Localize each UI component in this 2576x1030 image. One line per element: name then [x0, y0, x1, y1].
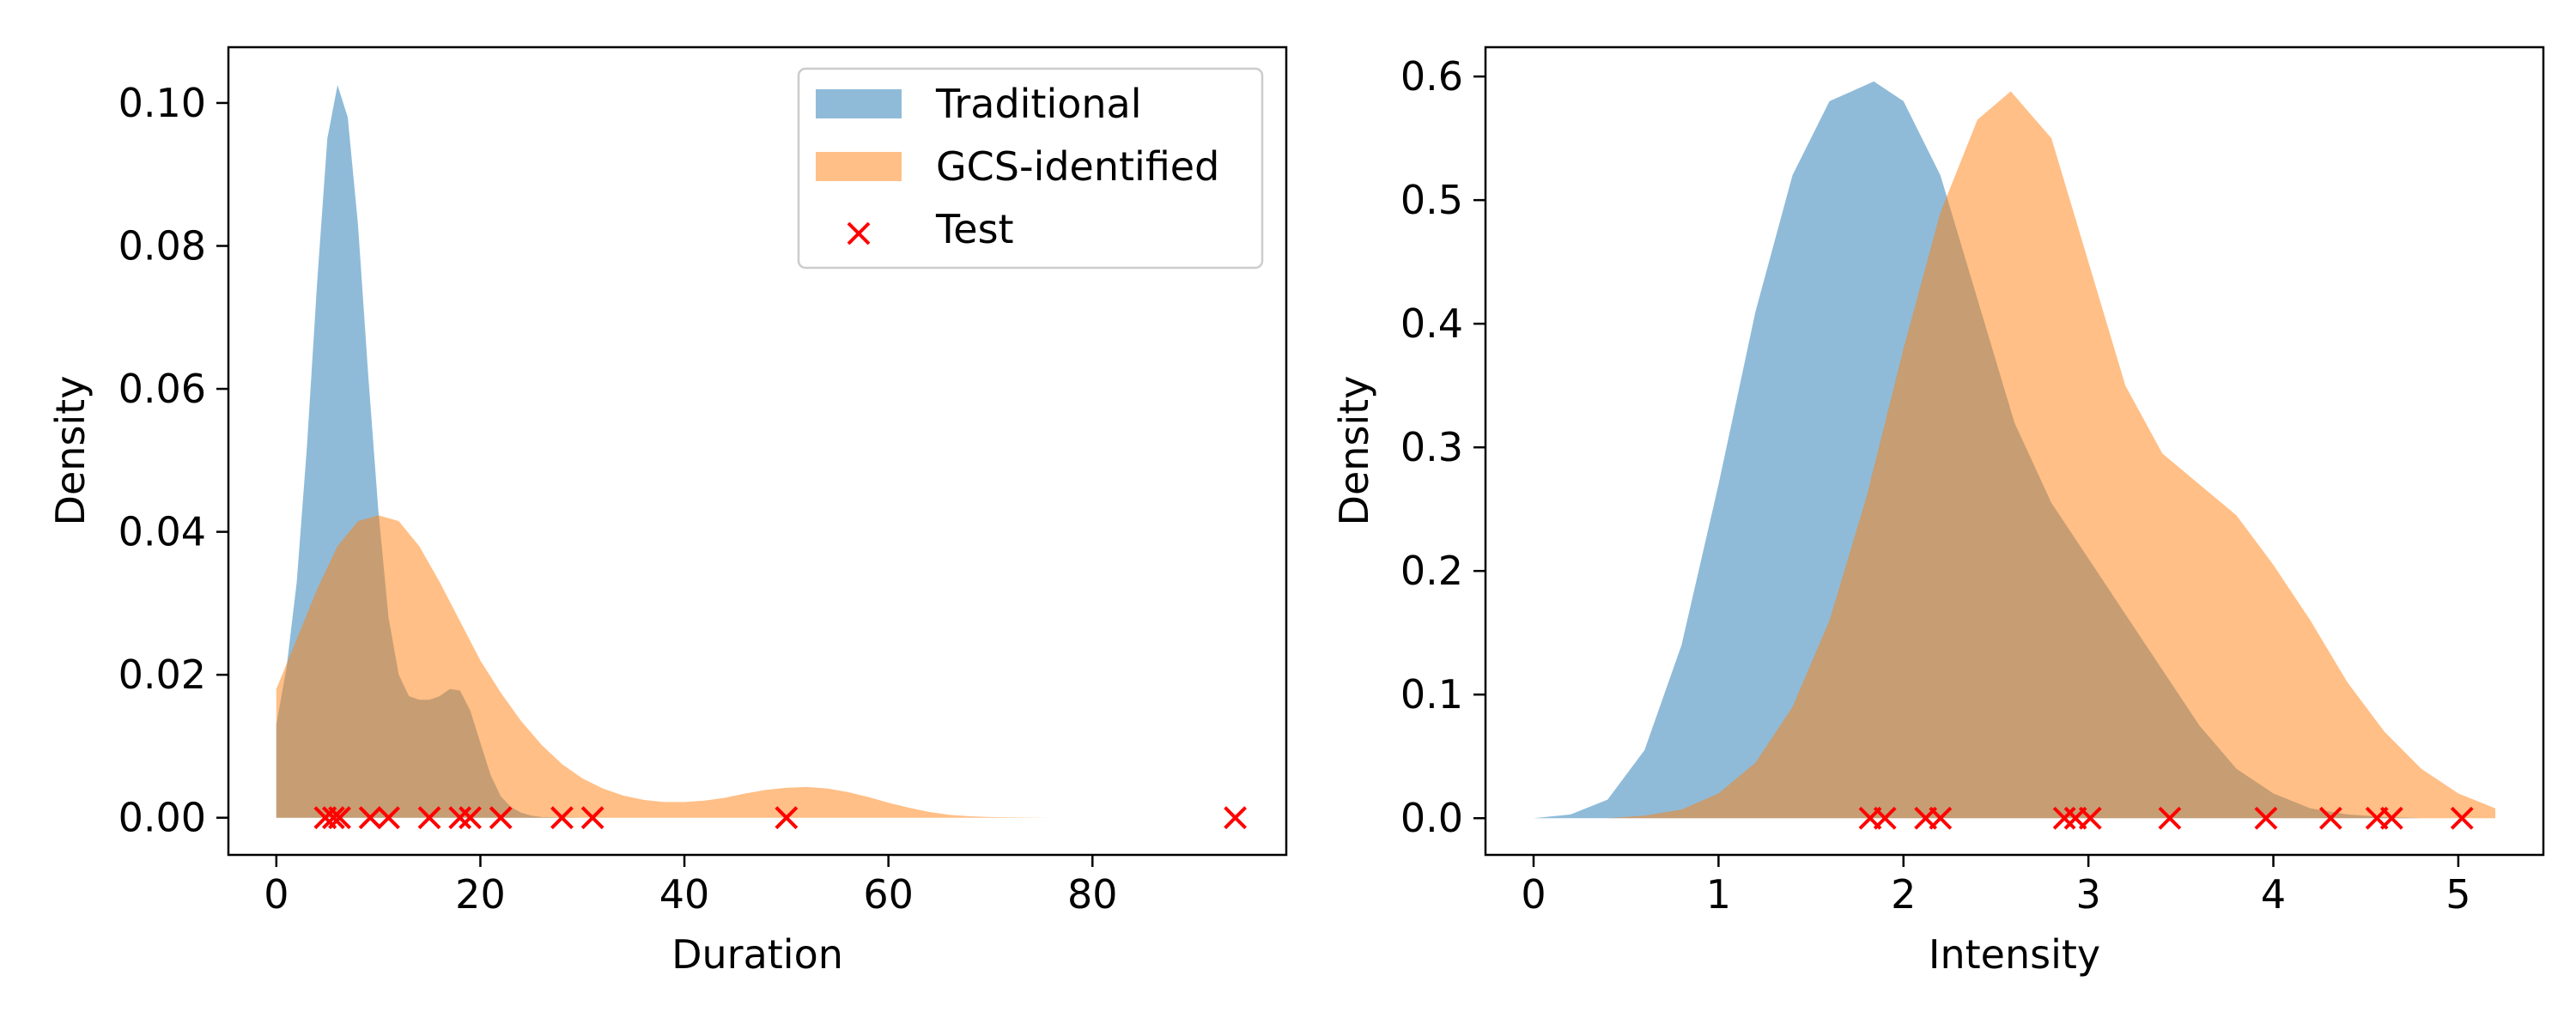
test-marker: [459, 806, 482, 830]
y-tick-label: 0.10: [118, 80, 206, 126]
test-marker: [448, 806, 472, 830]
x-tick-label: 0: [264, 871, 289, 918]
x-axis-label: Duration: [671, 931, 843, 978]
x-tick-label: 2: [1891, 871, 1916, 918]
density-area-gcs-identified: [276, 515, 1093, 818]
y-tick-label: 0.08: [118, 223, 206, 270]
test-marker: [2158, 806, 2182, 830]
test-marker: [328, 806, 351, 830]
x-tick-label: 1: [1706, 871, 1731, 918]
y-axis-ticks: 0.00 0.02 0.04 0.06 0.08 0.10: [118, 80, 228, 841]
test-marker: [2078, 806, 2102, 830]
test-marker: [580, 806, 605, 830]
x-tick-label: 60: [863, 871, 914, 918]
legend-label-traditional: Traditional: [935, 81, 1142, 127]
legend: Traditional GCS-identified Test: [797, 67, 1264, 270]
y-tick-label: 0.1: [1400, 671, 1463, 718]
y-tick-label: 0.6: [1400, 53, 1463, 100]
legend-frame: [797, 67, 1264, 270]
test-marker: [321, 806, 345, 830]
density-areas: [1534, 81, 2495, 819]
x-tick-label: 0: [1521, 871, 1546, 918]
y-tick-label: 0.5: [1400, 177, 1463, 223]
intensity-density-panel: 0 1 2 3 4 5 0.0 0.1 0.2 0.3 0.4 0.5 0.6 Intensity D…: [1331, 45, 2545, 978]
y-tick-label: 0.04: [118, 509, 206, 555]
x-tick-label: 80: [1067, 871, 1118, 918]
y-tick-label: 0.2: [1400, 548, 1463, 594]
test-marker: [1224, 806, 1248, 830]
duration-density-panel: 0 20 40 60 80 0.00 0.02 0.04 0.06 0.08 0.10 Durat…: [47, 45, 1288, 978]
y-axis-ticks: 0.0 0.1 0.2 0.3 0.4 0.5 0.6: [1400, 53, 1485, 841]
y-tick-label: 0.00: [118, 795, 206, 841]
test-marker: [2052, 806, 2076, 830]
x-tick-label: 5: [2445, 871, 2470, 918]
legend-marker-test: [847, 221, 871, 245]
plot-area-frame: [1484, 45, 2545, 857]
test-marker: [775, 806, 799, 830]
x-axis-ticks: 0 20 40 60 80: [264, 855, 1118, 918]
test-marker: [1929, 806, 1953, 830]
density-area-gcs-identified: [1607, 91, 2495, 819]
x-axis-ticks: 0 1 2 3 4 5: [1521, 855, 2471, 918]
x-tick-label: 40: [659, 871, 710, 918]
legend-label-test: Test: [935, 206, 1014, 252]
test-marker: [358, 806, 382, 830]
x-tick-label: 3: [2076, 871, 2101, 918]
x-tick-label: 4: [2261, 871, 2286, 918]
test-marker: [377, 806, 400, 830]
test-marker: [489, 806, 513, 830]
y-axis-label: Density: [47, 376, 94, 526]
plot-area-frame: [227, 45, 1288, 857]
test-marker: [1873, 806, 1897, 830]
test-marker: [2379, 806, 2403, 830]
density-areas: [276, 85, 1093, 818]
test-marker: [2450, 806, 2474, 830]
legend-swatch-traditional: [816, 89, 902, 118]
test-marker: [417, 806, 441, 830]
test-markers: [1858, 806, 2474, 830]
test-marker: [550, 806, 574, 830]
y-tick-label: 0.02: [118, 651, 206, 698]
y-tick-label: 0.0: [1400, 795, 1463, 841]
legend-label-gcs-identified: GCS-identified: [936, 143, 1219, 190]
test-marker: [2318, 806, 2342, 830]
y-tick-label: 0.06: [118, 366, 206, 412]
x-tick-label: 20: [455, 871, 506, 918]
test-markers: [313, 806, 1248, 830]
test-marker: [2254, 806, 2278, 830]
y-axis-label: Density: [1331, 376, 1377, 526]
legend-swatch-gcs-identified: [816, 152, 902, 181]
y-tick-label: 0.3: [1400, 424, 1463, 470]
y-tick-label: 0.4: [1400, 300, 1463, 347]
x-axis-label: Intensity: [1929, 931, 2100, 978]
